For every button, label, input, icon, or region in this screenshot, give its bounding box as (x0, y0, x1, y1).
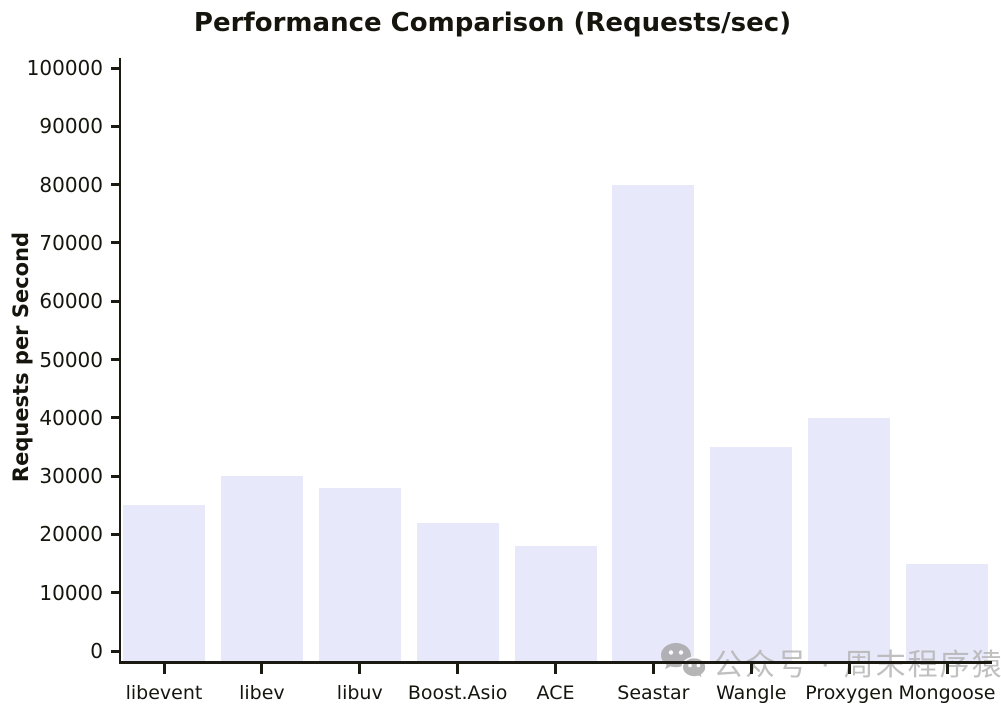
bar-Mongoose (906, 563, 988, 661)
y-tick-label-100000: 100000 (26, 56, 103, 80)
y-tick-0 (111, 649, 121, 653)
y-tick-label-30000: 30000 (39, 464, 103, 489)
y-tick-label-10000: 10000 (39, 580, 103, 605)
x-tick-label-Mongoose: Mongoose (898, 682, 996, 704)
y-tick-100000 (111, 66, 121, 70)
x-tick-Mongoose (945, 663, 949, 674)
y-tick-label-60000: 60000 (39, 289, 103, 314)
x-tick-libuv (358, 663, 362, 674)
bar-Wangle (710, 446, 793, 661)
y-tick-label-0: 0 (90, 639, 103, 663)
x-tick-label-Seastar: Seastar (617, 682, 690, 704)
x-tick-label-Boost.Asio: Boost.Asio (407, 682, 508, 704)
watermark-text: 公众号 · 周末程序猿 (713, 648, 1001, 683)
y-tick-20000 (111, 532, 121, 536)
x-tick-Boost.Asio (456, 663, 460, 674)
y-tick-label-20000: 20000 (39, 522, 103, 547)
y-tick-30000 (111, 474, 121, 478)
x-tick-label-ACE: ACE (536, 682, 575, 704)
bar-libev (220, 476, 303, 661)
bar-libevent (123, 505, 205, 661)
x-tick-Seastar (651, 663, 655, 674)
y-tick-70000 (111, 241, 121, 245)
x-tick-libevent (162, 663, 166, 674)
y-tick-40000 (111, 416, 121, 420)
x-tick-label-libuv: libuv (336, 682, 383, 704)
chart-title: Performance Comparison (Requests/sec) (193, 8, 792, 38)
y-tick-label-90000: 90000 (39, 114, 103, 139)
x-tick-libev (260, 663, 264, 674)
bar-Proxygen (808, 417, 891, 661)
y-axis-line (118, 58, 121, 664)
x-tick-Wangle (749, 663, 753, 674)
bar-libuv (318, 487, 401, 661)
x-tick-Proxygen (847, 663, 851, 674)
bar-Boost.Asio (416, 522, 499, 661)
y-tick-label-70000: 70000 (39, 230, 103, 255)
x-tick-ACE (554, 663, 557, 674)
x-tick-label-libev: libev (239, 682, 285, 704)
y-tick-80000 (111, 183, 121, 187)
y-tick-60000 (111, 299, 121, 303)
y-tick-label-40000: 40000 (39, 405, 103, 430)
x-tick-label-libevent: libevent (125, 682, 203, 704)
y-tick-label-50000: 50000 (39, 347, 103, 372)
bar-Seastar (612, 184, 695, 661)
x-axis-line (118, 661, 992, 664)
bar-ACE (514, 546, 597, 661)
x-tick-label-Proxygen: Proxygen (805, 682, 894, 704)
y-tick-10000 (111, 591, 121, 595)
y-tick-label-80000: 80000 (39, 172, 103, 197)
y-axis-label: Requests per Second (9, 231, 33, 483)
x-tick-label-Wangle: Wangle (716, 682, 787, 704)
y-tick-50000 (111, 358, 121, 361)
y-tick-90000 (111, 124, 121, 128)
